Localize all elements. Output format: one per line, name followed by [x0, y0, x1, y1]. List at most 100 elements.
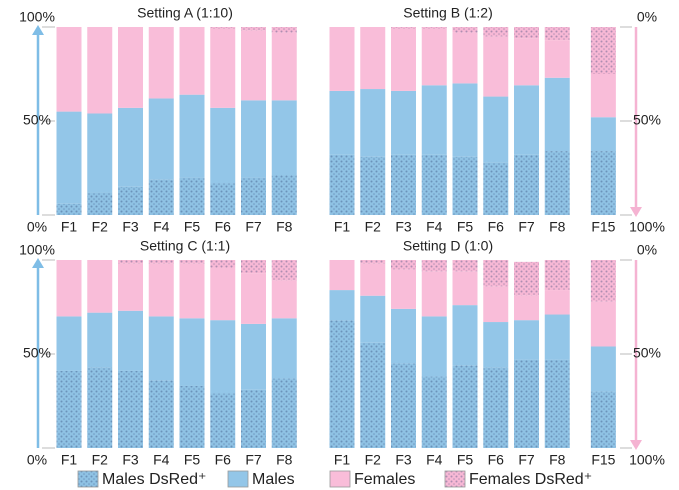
bar-segment — [241, 260, 266, 274]
bar-segment — [87, 367, 113, 448]
bar-segment — [452, 27, 478, 33]
bar-segment — [271, 27, 297, 33]
bar-segment — [210, 267, 236, 321]
bar-segment — [360, 295, 386, 343]
bar-segment — [452, 305, 478, 366]
bar-segment — [210, 393, 236, 448]
bar-segment — [179, 385, 205, 448]
x-tick-label: F8 — [276, 452, 293, 468]
chart-title: Setting D (1:0) — [403, 238, 493, 254]
chart-title: Setting C (1:1) — [140, 238, 230, 254]
legend-swatch — [77, 470, 99, 488]
y2-tick-label: 100% — [629, 219, 665, 235]
x-tick-label: F15 — [591, 452, 615, 468]
y-axis-arrowhead — [32, 25, 44, 35]
bar-segment — [148, 179, 174, 215]
y-tick-label: 50% — [23, 112, 51, 128]
bar-segment — [271, 378, 297, 448]
bar-segment — [483, 162, 509, 215]
legend-label: Females DsRed⁺ — [469, 471, 592, 488]
bar-segment — [590, 301, 616, 347]
y-axis-arrowhead — [32, 258, 44, 268]
bar-segment — [544, 40, 570, 78]
bar-segment — [271, 318, 297, 379]
bar-segment — [179, 260, 205, 264]
bar-segment — [179, 27, 205, 95]
bar-segment — [271, 32, 297, 101]
bar-segment — [590, 27, 616, 74]
bar-segment — [148, 380, 174, 448]
bar-segment — [590, 346, 616, 392]
bar-segment — [483, 96, 509, 163]
bar-segment — [421, 271, 447, 317]
bar-segment — [56, 370, 82, 448]
bar-segment — [241, 323, 266, 390]
bar-segment — [118, 186, 143, 215]
bar-segment — [118, 310, 143, 371]
bar-segment — [590, 391, 616, 448]
bar-segment — [271, 175, 297, 215]
bar-segment — [452, 32, 478, 84]
bar-segment — [329, 27, 355, 91]
legend-swatch — [329, 470, 351, 488]
bar-segment — [360, 89, 386, 157]
bar-segment — [271, 100, 297, 176]
bar-segment — [544, 77, 570, 152]
x-tick-label: F8 — [549, 219, 566, 235]
bar-segment — [148, 263, 174, 317]
bar-segment — [210, 27, 236, 29]
y2-tick-label: 0% — [637, 9, 657, 25]
x-tick-label: F2 — [92, 219, 109, 235]
bar-segment — [421, 376, 447, 448]
x-tick-label: F3 — [395, 452, 412, 468]
legend-swatch — [444, 470, 466, 488]
bar-segment — [329, 320, 355, 448]
bar-segment — [241, 30, 266, 101]
bar-segment — [514, 38, 539, 86]
bar-segment — [241, 273, 266, 324]
bar-segment — [56, 27, 82, 112]
y-tick-label: 50% — [23, 345, 51, 361]
bar-segment — [241, 27, 266, 31]
bar-segment — [514, 261, 539, 296]
y-tick-label: 0% — [27, 219, 47, 235]
legend-label: Females — [354, 471, 415, 488]
bar-segment — [329, 90, 355, 155]
x-tick-label: F8 — [276, 219, 293, 235]
bar-segment — [590, 74, 616, 118]
bar-segment — [483, 367, 509, 448]
bar-segment — [483, 322, 509, 368]
bar-segment — [544, 314, 570, 360]
bar-segment — [514, 27, 539, 39]
bar-segment — [210, 320, 236, 394]
bar-segment — [421, 28, 447, 86]
bar-segment — [210, 28, 236, 108]
chart-title: Setting A (1:10) — [137, 5, 233, 21]
bar-segment — [148, 98, 174, 180]
bar-segment — [391, 28, 416, 91]
y2-tick-label: 0% — [637, 242, 657, 258]
bar-segment — [87, 312, 113, 368]
bar-segment — [179, 263, 205, 319]
bar-segment — [271, 260, 297, 281]
bar-segment — [391, 27, 416, 29]
x-tick-label: F1 — [61, 452, 78, 468]
legend-swatch — [227, 470, 249, 488]
x-tick-label: F6 — [215, 452, 232, 468]
bar-segment — [360, 342, 386, 448]
bar-segment — [514, 85, 539, 155]
x-tick-label: F2 — [92, 452, 109, 468]
x-tick-label: F5 — [184, 452, 201, 468]
x-tick-label: F4 — [153, 452, 170, 468]
bar-segment — [210, 107, 236, 184]
bar-segment — [590, 260, 616, 302]
x-tick-label: F1 — [334, 219, 351, 235]
bar-segment — [590, 117, 616, 152]
bar-segment — [56, 260, 82, 317]
bar-segment — [421, 316, 447, 377]
x-tick-label: F5 — [457, 219, 474, 235]
y2-tick-label: 50% — [633, 345, 661, 361]
bar-segment — [360, 27, 386, 90]
bar-segment — [118, 263, 143, 311]
x-tick-label: F2 — [365, 219, 382, 235]
